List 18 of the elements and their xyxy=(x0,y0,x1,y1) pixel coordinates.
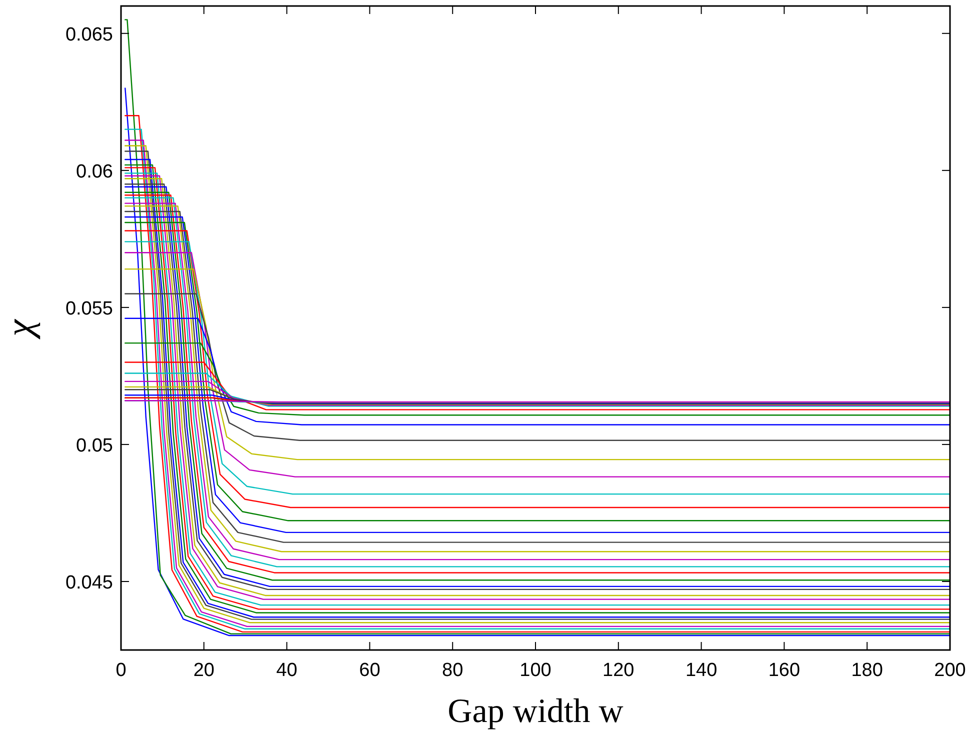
x-tick-label: 180 xyxy=(851,660,883,681)
x-tick-label: 200 xyxy=(934,660,966,681)
y-tick-label: 0.055 xyxy=(65,298,113,320)
x-tick-label: 40 xyxy=(276,660,298,681)
y-axis-title: χ xyxy=(0,318,41,340)
y-tick-label: 0.065 xyxy=(65,24,113,46)
x-tick-label: 60 xyxy=(359,660,380,681)
x-tick-label: 80 xyxy=(442,660,464,681)
y-tick-label: 0.05 xyxy=(76,435,113,456)
x-tick-label: 140 xyxy=(685,660,718,681)
x-axis-title: Gap width w xyxy=(448,693,624,730)
x-tick-label: 100 xyxy=(520,660,552,681)
y-tick-label: 0.045 xyxy=(65,572,113,594)
y-tick-label: 0.06 xyxy=(76,161,113,182)
x-tick-label: 120 xyxy=(602,660,634,681)
x-tick-label: 20 xyxy=(193,660,214,681)
x-tick-label: 160 xyxy=(768,660,800,681)
x-tick-label: 0 xyxy=(116,660,126,681)
